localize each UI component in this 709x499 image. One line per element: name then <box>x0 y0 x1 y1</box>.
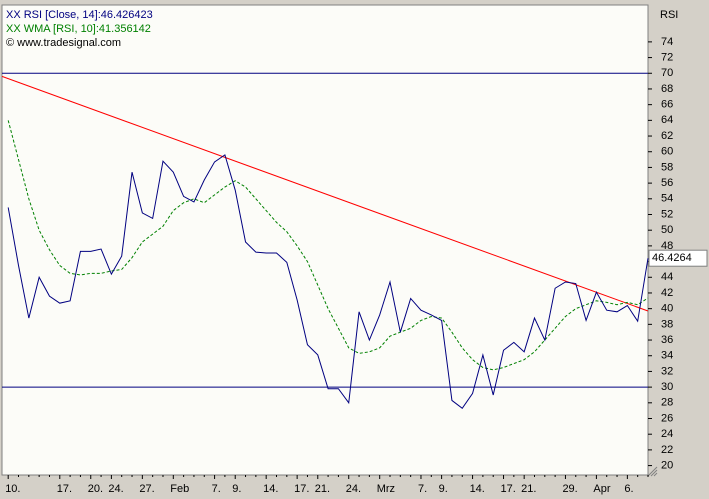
y-tick-label: 62 <box>661 130 673 142</box>
y-tick-label: 64 <box>661 114 673 126</box>
last-value-box <box>648 249 708 267</box>
axis-title: RSI <box>660 9 678 21</box>
y-tick-label: 56 <box>661 177 673 189</box>
x-tick-label: 10. <box>5 483 20 495</box>
x-tick-label: 29. <box>562 483 577 495</box>
last-value-label: 46.4264 <box>652 252 692 264</box>
x-tick-label: 20. <box>88 483 103 495</box>
attribution: © www.tradesignal.com <box>6 37 121 49</box>
y-tick-label: 44 <box>661 271 673 283</box>
x-tick-label: 9. <box>232 483 241 495</box>
y-tick-label: 42 <box>661 287 673 299</box>
y-tick-label: 48 <box>661 240 673 252</box>
x-tick-label: Apr <box>593 483 610 495</box>
x-tick-label: Mrz <box>377 483 395 495</box>
y-tick-label: 26 <box>661 412 673 424</box>
legend-entry: XX WMA [RSI, 10]:41.356142 <box>6 23 151 35</box>
x-tick-label: 14. <box>263 483 278 495</box>
y-tick-label: 74 <box>661 36 673 48</box>
x-tick-label: Feb <box>170 483 189 495</box>
y-tick-label: 36 <box>661 334 673 346</box>
y-tick-label: 28 <box>661 397 673 409</box>
resize-grip <box>647 466 658 477</box>
y-tick-label: 72 <box>661 51 673 63</box>
x-tick-label: 17. <box>294 483 309 495</box>
x-tick-label: 24. <box>108 483 123 495</box>
y-tick-label: 54 <box>661 193 673 205</box>
x-tick-label: 6. <box>624 483 633 495</box>
x-tick-label: 14. <box>470 483 485 495</box>
plot-area <box>1 4 649 476</box>
x-tick-label: 7. <box>212 483 221 495</box>
plot-layer <box>1 72 649 410</box>
x-tick-label: 24. <box>346 483 361 495</box>
y-tick-label: 60 <box>661 146 673 158</box>
y-tick-label: 22 <box>661 444 673 456</box>
y-tick-label: 58 <box>661 161 673 173</box>
y-tick-label: 70 <box>661 67 673 79</box>
y-tick-label: 66 <box>661 99 673 111</box>
y-tick-label: 38 <box>661 318 673 330</box>
x-tick-label: 7. <box>418 483 427 495</box>
x-tick-label: 27. <box>139 483 154 495</box>
x-tick-label: 21. <box>315 483 330 495</box>
y-tick-label: 20 <box>661 459 673 471</box>
x-tick-label: 17. <box>501 483 516 495</box>
y-tick-label: 52 <box>661 208 673 220</box>
y-tick-label: 34 <box>661 350 673 362</box>
series-line <box>7 154 649 410</box>
x-tick-label: 17. <box>57 483 72 495</box>
y-tick-label: 40 <box>661 303 673 315</box>
y-tick-label: 30 <box>661 381 673 393</box>
y-tick-label: 50 <box>661 224 673 236</box>
y-tick-label: 32 <box>661 365 673 377</box>
legend-entry: XX RSI [Close, 14]:46.426423 <box>6 9 153 21</box>
y-tick-label: 24 <box>661 428 673 440</box>
x-tick-label: 21. <box>521 483 536 495</box>
y-tick-label: 68 <box>661 83 673 95</box>
x-tick-label: 9. <box>439 483 448 495</box>
trendline <box>1 75 649 312</box>
